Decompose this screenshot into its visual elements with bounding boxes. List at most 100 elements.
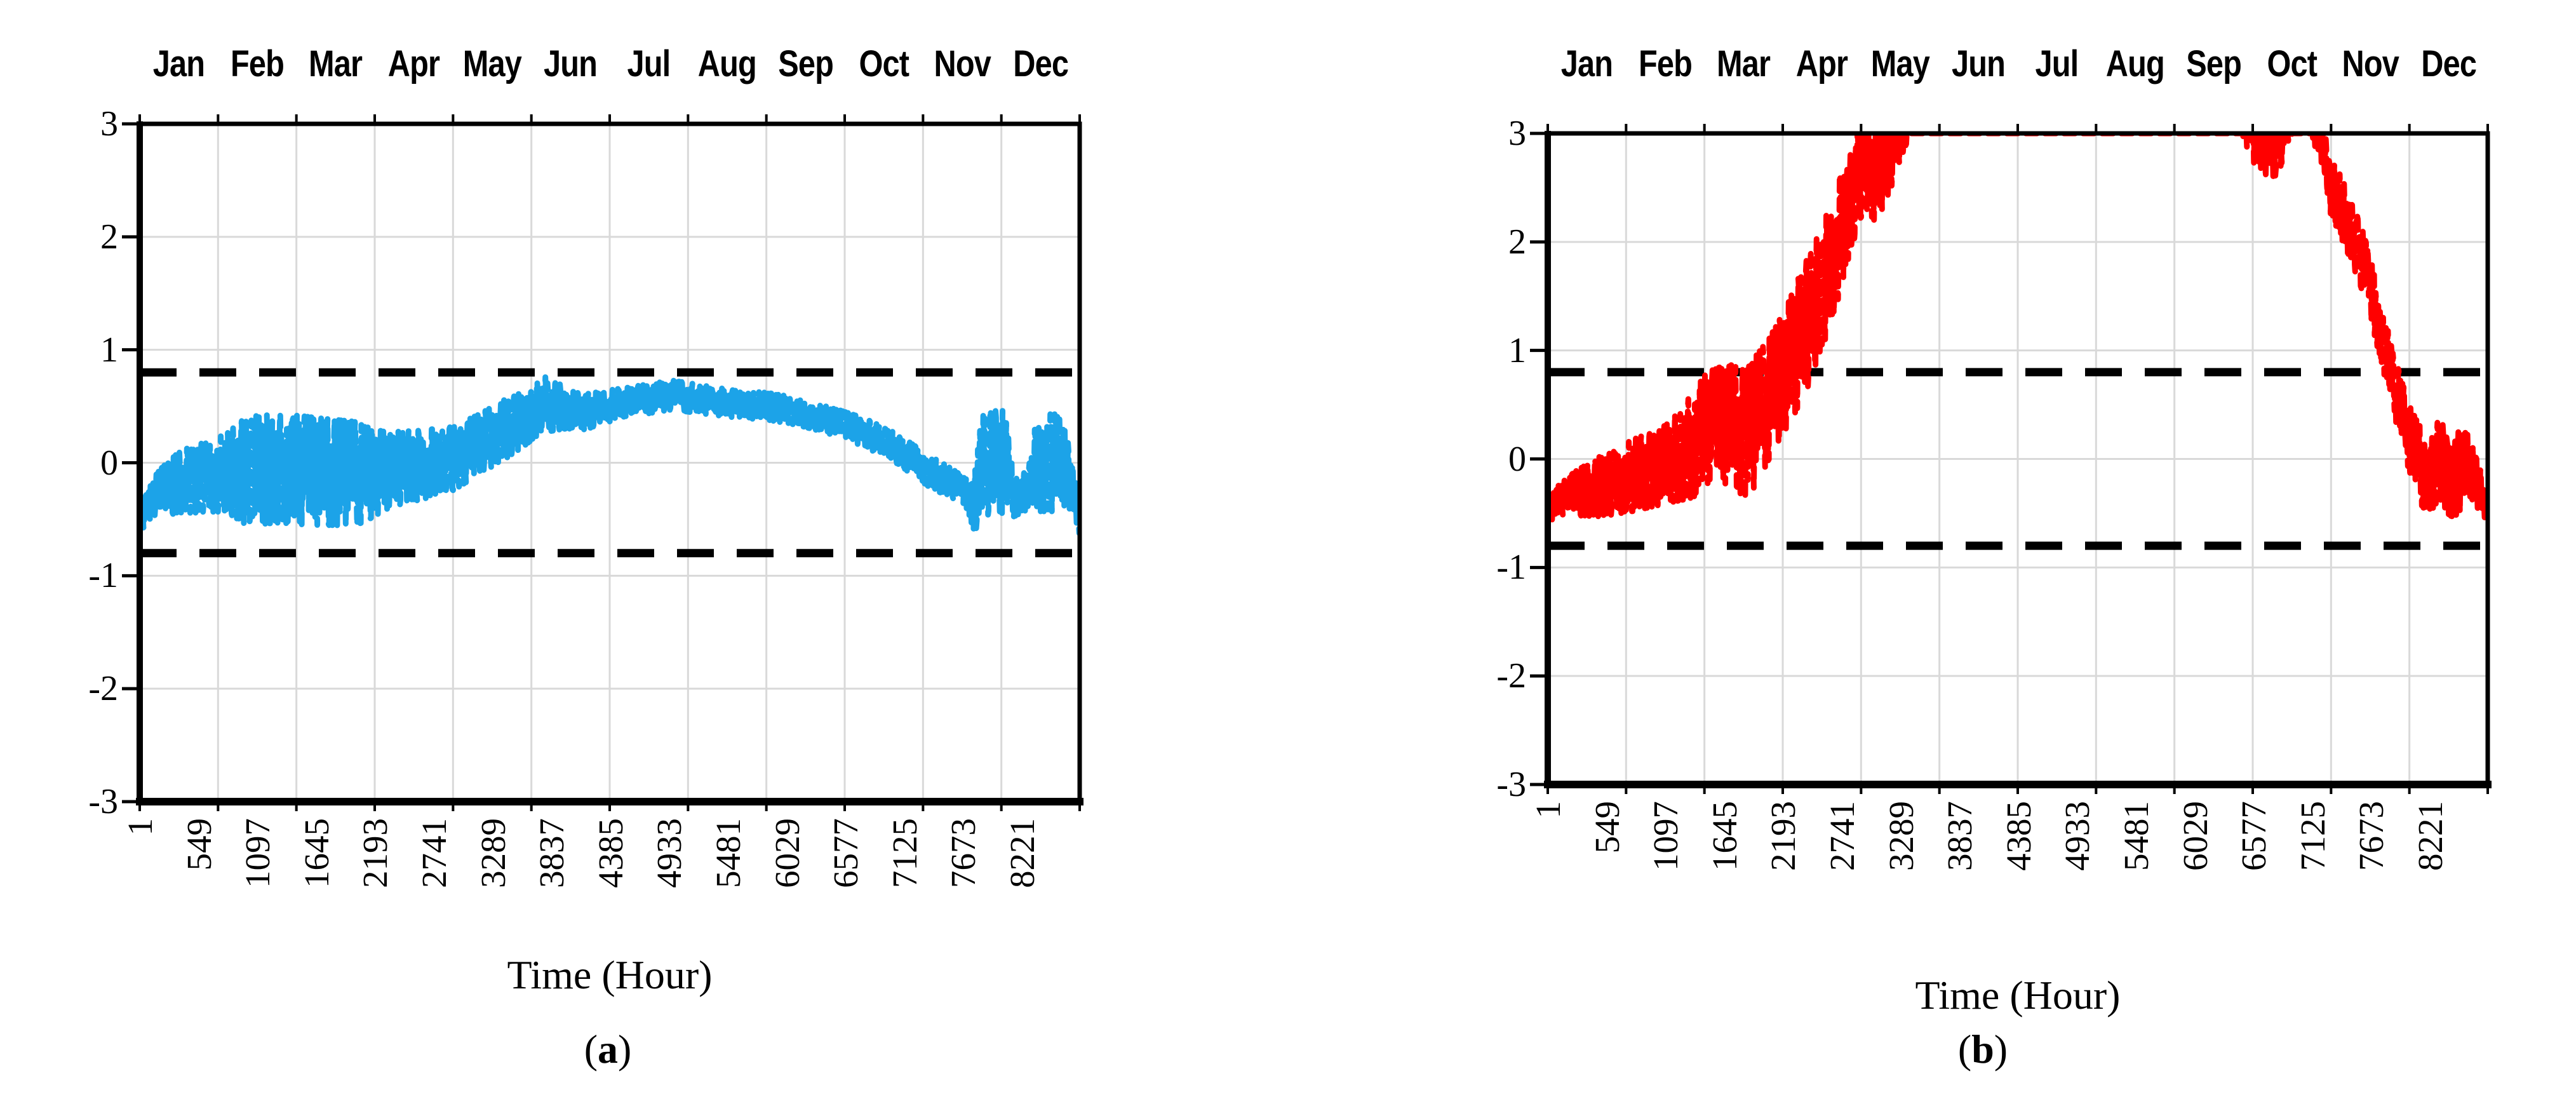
caption-letter: b — [1971, 1027, 1994, 1072]
x-axis-tick-label: 1645 — [1705, 801, 1744, 871]
y-axis-tick-label: -2 — [88, 669, 118, 709]
panel-caption-b: (b) — [1856, 1026, 2110, 1073]
series-line-b — [1549, 135, 2486, 523]
y-axis-tick-label: 0 — [1508, 439, 1526, 479]
month-label: Dec — [2410, 43, 2488, 85]
x-axis-tick-label: 7125 — [2293, 801, 2332, 871]
month-label: Oct — [845, 43, 923, 85]
month-label-text: Apr — [387, 43, 440, 84]
month-label-text: Dec — [2420, 43, 2477, 84]
series-line-a — [141, 374, 1078, 536]
month-label-text: Jan — [1560, 43, 1613, 84]
month-label: May — [1861, 43, 1939, 85]
month-label: Jul — [610, 43, 688, 85]
month-label-text: Nov — [934, 43, 991, 84]
month-label: Jun — [532, 43, 610, 85]
month-label-text: Sep — [777, 43, 834, 84]
y-axis-tick-label: 2 — [100, 217, 118, 257]
month-label: May — [453, 43, 531, 85]
y-axis-tick-label: -2 — [1496, 656, 1526, 696]
y-axis-tick-label: -3 — [88, 782, 118, 821]
x-axis-tick-label: 3837 — [532, 818, 572, 888]
caption-open: ( — [584, 1027, 598, 1072]
month-label-text: Aug — [697, 43, 757, 84]
y-axis-tick-label: 3 — [100, 104, 118, 144]
x-axis-tick-label: 3289 — [473, 818, 513, 888]
month-label-text: Mar — [1717, 43, 1771, 84]
month-label-text: Mar — [309, 43, 363, 84]
months-row-a: Jan Feb Mar Apr May Jun Jul Aug Sep Oct Nov Dec — [140, 30, 1080, 97]
months-row-b: Jan Feb Mar Apr May Jun Jul Aug Sep Oct Nov Dec — [1548, 30, 2488, 97]
y-axis-tick-label: 3 — [1508, 114, 1526, 153]
x-axis-tick-label: 6577 — [826, 818, 866, 888]
x-axis-tick-label: 4933 — [2058, 801, 2097, 871]
x-axis-tick-label: 7125 — [885, 818, 924, 888]
month-label: Dec — [1002, 43, 1080, 85]
x-axis-tick-label: 3837 — [1940, 801, 1980, 871]
x-axis-tick-label: 6577 — [2234, 801, 2274, 871]
month-label-text: Jul — [2035, 43, 2079, 84]
month-label: Jul — [2018, 43, 2096, 85]
x-axis-tick-label: 2741 — [1822, 801, 1862, 871]
x-axis-tick-label: 5481 — [708, 818, 748, 888]
month-label-text: Jul — [627, 43, 671, 84]
x-axis-title-a: Time (Hour) — [507, 952, 713, 997]
month-label-text: Dec — [1012, 43, 1069, 84]
x-axis-tick-label: 6029 — [767, 818, 807, 888]
month-label: Mar — [1705, 43, 1783, 85]
y-axis-tick-label: -1 — [1496, 548, 1526, 588]
x-axis-tick-label: 4385 — [1999, 801, 2038, 871]
month-label: Jan — [1548, 43, 1626, 85]
month-label-text: Jun — [1952, 43, 2006, 84]
x-axis-tick-label: 549 — [1587, 801, 1627, 854]
x-axis-tick-label: 3289 — [1881, 801, 1921, 871]
month-label: Apr — [375, 43, 453, 85]
month-label-text: Oct — [2267, 43, 2318, 84]
month-label: Sep — [767, 43, 845, 85]
y-axis-tick-label: 2 — [1508, 222, 1526, 262]
month-label-text: Sep — [2185, 43, 2242, 84]
y-axis-tick-label: 1 — [100, 330, 118, 370]
x-axis-title-b: Time (Hour) — [1915, 973, 2121, 1018]
x-axis-tick-label: 1 — [1529, 801, 1567, 819]
month-label-text: Oct — [859, 43, 909, 84]
month-label: Feb — [1626, 43, 1704, 85]
month-label: Mar — [297, 43, 375, 85]
panel-hourly-deviation-a — [122, 114, 1083, 811]
panel-hourly-deviation-b — [1530, 124, 2492, 794]
month-label-text: Feb — [1638, 43, 1693, 84]
month-label: Nov — [2331, 43, 2409, 85]
caption-open: ( — [1957, 1027, 1972, 1072]
month-label-text: Feb — [230, 43, 285, 84]
y-axis-tick-label: 0 — [100, 443, 118, 483]
month-label: Aug — [688, 43, 766, 85]
y-axis-tick-label: -1 — [88, 556, 118, 596]
caption-close: ) — [1994, 1027, 2008, 1072]
x-axis-tick-label: 549 — [179, 818, 218, 871]
month-label: Feb — [218, 43, 296, 85]
month-label: Jan — [140, 43, 218, 85]
x-axis-tick-label: 6029 — [2175, 801, 2215, 871]
x-axis-tick-label: 1097 — [238, 818, 278, 888]
caption-letter: a — [598, 1027, 618, 1072]
panel-caption-a: (a) — [481, 1026, 735, 1073]
x-axis-tick-label: 4933 — [650, 818, 689, 888]
month-label: Nov — [923, 43, 1001, 85]
x-axis-tick-label: 8221 — [2410, 801, 2450, 871]
x-axis-tick-label: 8221 — [1002, 818, 1042, 888]
month-label-text: Apr — [1795, 43, 1848, 84]
month-label: Oct — [2253, 43, 2331, 85]
x-axis-tick-label: 1 — [121, 818, 159, 836]
month-label-text: Aug — [2105, 43, 2165, 84]
x-axis-tick-label: 1097 — [1646, 801, 1686, 871]
y-axis-tick-label: 1 — [1508, 330, 1526, 370]
month-label-text: May — [1870, 43, 1930, 84]
x-axis-tick-label: 5481 — [2116, 801, 2156, 871]
month-label: Aug — [2096, 43, 2174, 85]
x-axis-tick-label: 1645 — [297, 818, 336, 888]
month-label-text: May — [462, 43, 522, 84]
x-axis-tick-label: 2193 — [1764, 801, 1803, 871]
month-label-text: Nov — [2342, 43, 2399, 84]
x-axis-tick-label: 2193 — [356, 818, 395, 888]
